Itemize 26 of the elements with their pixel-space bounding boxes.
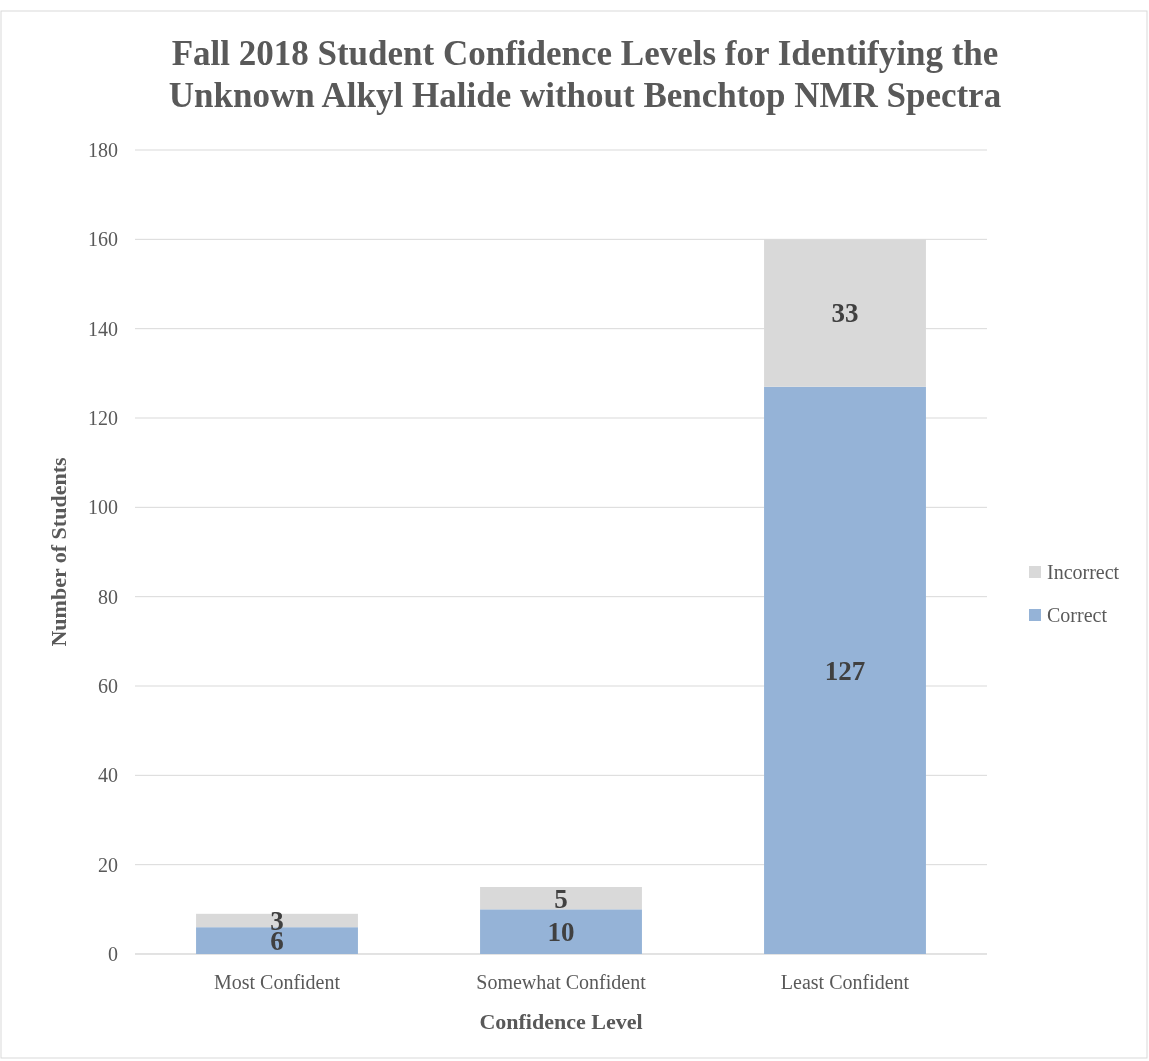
y-tick-label: 100	[88, 496, 118, 519]
y-axis-title: Number of Students	[46, 457, 71, 647]
legend-label: Correct	[1047, 604, 1108, 626]
y-tick-label: 60	[98, 675, 118, 697]
y-tick-label: 120	[88, 407, 118, 429]
x-tick-label: Most Confident	[213, 971, 341, 993]
x-tick-label: Least Confident	[780, 971, 910, 993]
bar	[764, 386, 926, 954]
y-tick-label: 0	[108, 943, 118, 965]
bar	[480, 887, 642, 910]
data-label: 127	[824, 655, 866, 686]
data-label: 10	[547, 917, 575, 948]
y-tick-label: 180	[88, 139, 118, 161]
data-label: 33	[831, 298, 859, 329]
data-label: 5	[554, 883, 568, 914]
y-tick-label: 20	[98, 853, 118, 876]
chart-title: Fall 2018 Student Confidence Levels for Identifying the Unknown Alkyl Halide without Benchtop NMR Spectra	[168, 34, 1002, 115]
legend-label: Incorrect	[1047, 561, 1120, 583]
bar	[196, 913, 358, 928]
x-axis-title: Confidence Level	[479, 1009, 643, 1034]
y-tick-label: 160	[88, 228, 118, 251]
y-tick-label: 140	[88, 317, 118, 340]
y-tick-label: 40	[98, 764, 118, 787]
x-tick-label: Somewhat Confident	[476, 971, 647, 993]
bar	[480, 909, 642, 954]
y-tick-label: 80	[98, 585, 118, 608]
